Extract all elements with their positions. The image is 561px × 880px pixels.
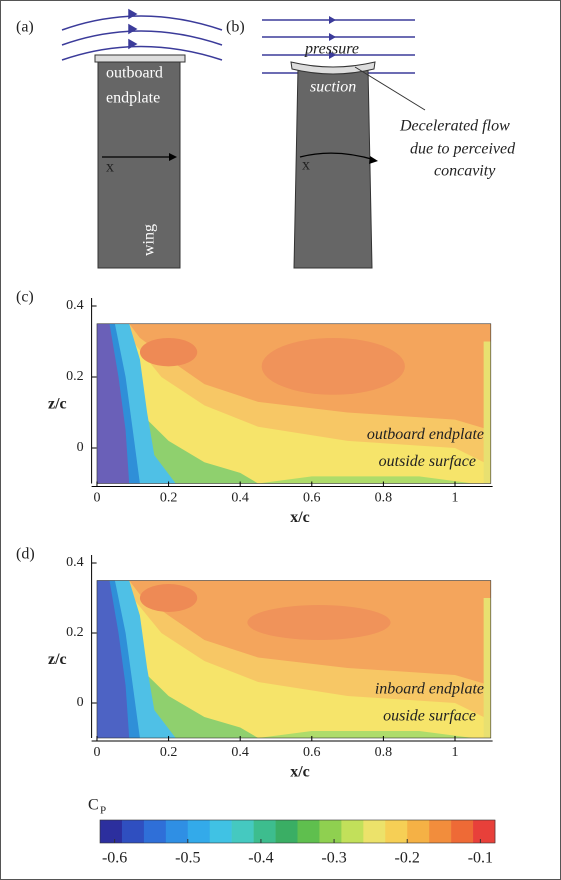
- y-axis-label: z/c: [48, 395, 67, 412]
- annotation: due to perceived: [410, 141, 516, 158]
- colorbar-swatch: [363, 820, 385, 843]
- panel-label: (d): [16, 546, 35, 563]
- panel-label: (a): [16, 19, 34, 36]
- annotation: Decelerated flow: [399, 118, 510, 135]
- colorbar-tick-label: -0.3: [321, 850, 346, 867]
- x-tick-label: 1: [452, 491, 459, 506]
- colorbar-swatch: [232, 820, 254, 843]
- x-axis-label: x/c: [290, 509, 310, 526]
- colorbar-swatch: [144, 820, 166, 843]
- annotation: outboard endplate: [367, 426, 484, 443]
- panel-label: (b): [226, 19, 245, 36]
- panel-label: (c): [16, 289, 34, 306]
- x-tick-label: 0: [93, 745, 100, 760]
- contour-level: [484, 598, 491, 738]
- annotation: concavity: [434, 163, 496, 180]
- colorbar-tick-label: -0.5: [175, 850, 200, 867]
- y-tick-label: 0.4: [66, 298, 84, 313]
- colorbar-swatch: [341, 820, 363, 843]
- suction-label: suction: [310, 79, 356, 96]
- contour-level: [484, 342, 491, 484]
- contour-level: [262, 338, 405, 395]
- x-tick-label: 0: [93, 491, 100, 506]
- colorbar-swatch: [188, 820, 210, 843]
- x-axis-label: x/c: [290, 764, 310, 781]
- y-tick-label: 0.2: [66, 625, 84, 640]
- figure: (a) outboard endplate x wing (b) pressur…: [0, 0, 561, 880]
- colorbar-swatch: [276, 820, 298, 843]
- colorbar-tick-label: -0.6: [102, 850, 127, 867]
- colorbar-tick-label: -0.1: [468, 850, 493, 867]
- colorbar-swatch: [407, 820, 429, 843]
- x-tick-label: 0.8: [375, 491, 393, 506]
- y-axis-label: z/c: [48, 651, 67, 668]
- wing-label: wing: [141, 224, 158, 256]
- annotation: ouside surface: [383, 708, 476, 725]
- x-tick-label: 0.8: [375, 745, 393, 760]
- x-tick-label: 0.6: [303, 491, 321, 506]
- contour-level: [140, 584, 197, 612]
- colorbar-subscript: P: [100, 805, 106, 817]
- annotation: inboard endplate: [375, 681, 484, 698]
- colorbar-swatch: [100, 820, 122, 843]
- colorbar-swatch: [319, 820, 341, 843]
- y-tick-label: 0.4: [66, 555, 84, 570]
- colorbar-tick-label: -0.2: [395, 850, 420, 867]
- endplate-label: outboard: [106, 65, 163, 82]
- endplate: [95, 55, 185, 62]
- colorbar-swatch: [429, 820, 451, 843]
- colorbar-swatch: [254, 820, 276, 843]
- colorbar-tick-label: -0.4: [248, 850, 273, 867]
- y-tick-label: 0.2: [66, 369, 84, 384]
- x-tick-label: 0.2: [160, 491, 178, 506]
- colorbar-swatch: [210, 820, 232, 843]
- y-tick-label: 0: [77, 440, 84, 455]
- colorbar-swatch: [298, 820, 320, 843]
- contour-level: [140, 338, 197, 366]
- x-tick-label: 0.4: [231, 745, 249, 760]
- x-tick-label: 0.6: [303, 745, 321, 760]
- colorbar-swatch: [451, 820, 473, 843]
- pressure-label: pressure: [304, 41, 359, 58]
- endplate-label: endplate: [106, 90, 160, 107]
- colorbar-swatch: [122, 820, 144, 843]
- colorbar-swatch: [385, 820, 407, 843]
- contour-level: [247, 605, 390, 640]
- colorbar-swatch: [473, 820, 495, 843]
- x-tick-label: 1: [452, 745, 459, 760]
- x-label: x: [302, 157, 310, 174]
- colorbar-swatch: [166, 820, 188, 843]
- colorbar-label: C: [88, 797, 99, 814]
- x-tick-label: 0.4: [231, 491, 249, 506]
- y-tick-label: 0: [77, 695, 84, 710]
- x-tick-label: 0.2: [160, 745, 178, 760]
- x-label: x: [106, 159, 114, 176]
- annotation: outside surface: [379, 453, 476, 470]
